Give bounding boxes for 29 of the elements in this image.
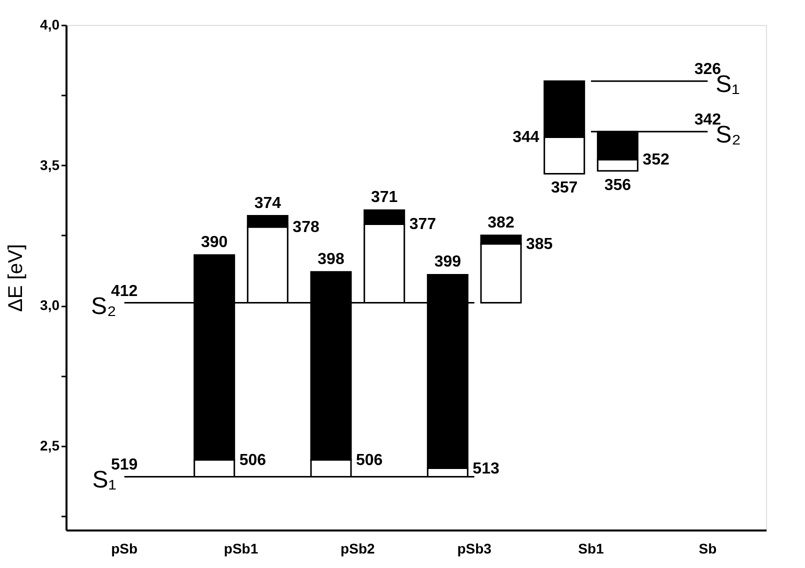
annotation: 390: [200, 234, 228, 252]
annotation: 374: [254, 194, 282, 212]
x-tick-label: pSb1: [224, 540, 258, 556]
annotation: 357: [550, 180, 578, 197]
annotation: 344: [512, 129, 540, 146]
annotation: 377: [409, 216, 436, 234]
y-tick-label: 4,0: [40, 16, 60, 32]
y-tick-label: 3,0: [40, 297, 60, 314]
y-tick-label: 2,5: [40, 437, 60, 454]
annotation: 399: [434, 254, 462, 271]
annotation: 519: [110, 456, 138, 474]
annotation: 398: [318, 250, 344, 268]
x-tick-label: pSb3: [457, 540, 492, 556]
x-tick-label: pSb: [111, 540, 138, 556]
annotation: 352: [642, 152, 670, 169]
x-tick-label: Sb1: [578, 540, 604, 556]
annotation: 513: [472, 460, 500, 478]
annotation: 382: [488, 214, 514, 232]
annotation: 506: [356, 452, 383, 469]
y-tick-label: 3,5: [40, 156, 60, 173]
y-axis-title: ΔE [eV]: [5, 244, 28, 312]
annotation: 385: [526, 236, 553, 253]
x-tick-label: pSb2: [340, 540, 375, 556]
annotation: 378: [292, 219, 320, 236]
annotation: 412: [110, 282, 138, 300]
annotation: 371: [370, 189, 398, 206]
annotation: 506: [239, 452, 266, 469]
x-tick-label: Sb: [698, 540, 717, 556]
annotation: 356: [604, 176, 632, 194]
